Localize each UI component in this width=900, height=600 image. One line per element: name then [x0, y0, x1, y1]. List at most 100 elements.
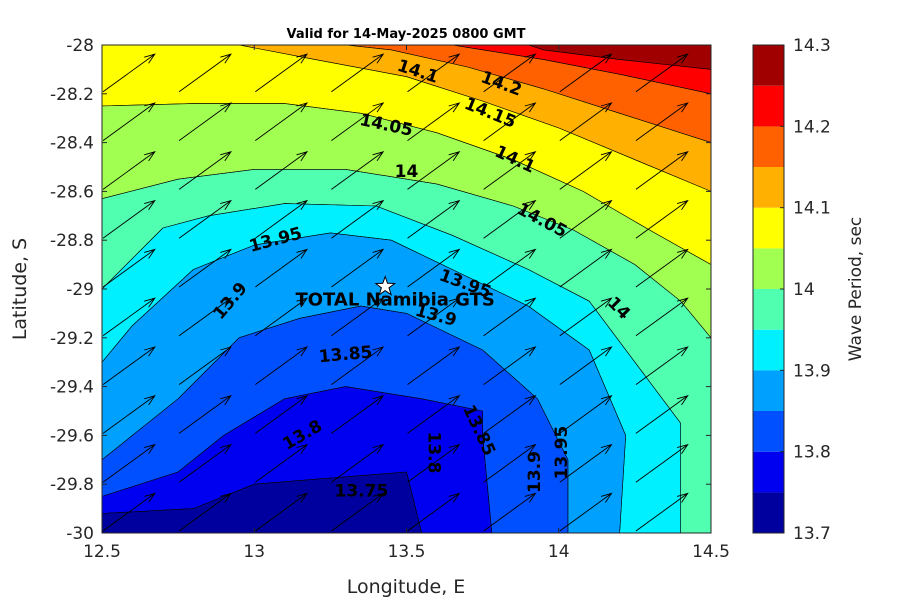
vector-arrow — [331, 492, 385, 532]
contour-label: 13.95 — [552, 426, 572, 480]
vector-arrow — [102, 395, 156, 434]
vector-arrow — [255, 395, 309, 434]
vector-arrow — [102, 151, 156, 190]
vector-arrow — [255, 492, 309, 532]
colorbar-swatch — [753, 370, 784, 411]
vector-arrow — [102, 443, 156, 483]
vector-arrow — [178, 199, 232, 239]
vector-arrow — [331, 346, 385, 385]
vector-arrow — [559, 151, 613, 190]
vector-arrow — [102, 248, 156, 288]
vector-arrow — [331, 443, 385, 483]
x-tick-label: 14 — [548, 542, 570, 562]
vector-arrow — [483, 199, 537, 239]
vector-arrow — [407, 346, 461, 385]
y-tick-label: -30 — [66, 524, 94, 544]
colorbar-tick-label: 14.1 — [793, 199, 831, 219]
colorbar: 13.7 13.8 13.9 14 14.1 14.2 14.3 — [752, 36, 831, 544]
colorbar-tick-label: 13.7 — [793, 524, 831, 544]
site-label: TOTAL Namibia GTS — [295, 290, 494, 311]
contour-label: 13.75 — [335, 482, 389, 502]
vector-arrow — [102, 102, 156, 141]
vector-arrow — [255, 346, 309, 385]
x-axis-label: Longitude, E — [347, 576, 466, 598]
vector-arrow — [255, 53, 309, 93]
vector-arrow — [255, 151, 309, 190]
vector-arrow — [178, 248, 232, 288]
vector-arrow — [407, 53, 461, 93]
vector-arrow — [102, 492, 156, 532]
vector-arrow — [407, 199, 461, 239]
vector-arrow — [331, 102, 385, 141]
vector-arrow — [178, 151, 232, 190]
vector-arrow — [559, 199, 613, 239]
site-star-marker — [374, 275, 397, 296]
vector-arrow — [559, 346, 613, 385]
vector-arrow — [483, 395, 537, 434]
y-tick-label: -29.8 — [50, 475, 94, 495]
colorbar-swatch — [753, 329, 784, 371]
colorbar-swatch — [753, 451, 784, 493]
vector-arrow — [559, 102, 613, 141]
colorbar-swatch — [753, 45, 784, 86]
vector-arrow — [407, 248, 461, 288]
colorbar-tick-label: 13.8 — [793, 443, 831, 463]
vector-arrow — [407, 151, 461, 190]
vector-arrow — [635, 53, 689, 93]
vector-arrow — [178, 443, 232, 483]
vector-arrow — [635, 199, 689, 239]
vector-arrow — [255, 199, 309, 239]
y-tick-label: -29.4 — [50, 378, 94, 398]
vector-arrow — [255, 248, 309, 288]
contour-band-13-7 — [102, 471, 422, 533]
vector-arrow — [178, 395, 232, 434]
vector-arrow — [635, 395, 689, 434]
vector-arrow — [331, 297, 385, 337]
vector-arrow — [483, 151, 537, 190]
vector-arrow — [559, 53, 613, 93]
vector-arrow — [635, 102, 689, 141]
x-tick-label: 12.5 — [83, 542, 121, 562]
vector-arrow — [102, 199, 156, 239]
colorbar-swatch — [753, 126, 784, 167]
vector-arrow — [407, 492, 461, 532]
colorbar-tick-label: 14.3 — [793, 36, 831, 56]
chart-title: Valid for 14-May-2025 0800 GMT — [287, 27, 526, 42]
colorbar-swatch — [753, 207, 784, 249]
y-tick-label: -28.4 — [50, 134, 94, 154]
axes: 12.5 13 13.5 14 14.5 -28 -28.2 -28.4 -28.6 -28.8 -… — [50, 36, 730, 562]
y-axis-label: Latitude, S — [9, 238, 31, 340]
y-tick-label: -28.6 — [50, 182, 94, 202]
vector-arrow — [483, 248, 537, 288]
vector-arrow — [635, 248, 689, 288]
vector-arrow — [255, 102, 309, 141]
contour-label: 13.9 — [525, 451, 545, 493]
colorbar-label: Wave Period, sec — [846, 217, 866, 362]
plot-area: 14.214.1514.114.114.0514.05141413.9513.9… — [102, 45, 711, 533]
vector-arrow — [483, 297, 537, 337]
x-tick-label: 13 — [243, 542, 265, 562]
colorbar-tick-label: 13.9 — [793, 361, 831, 381]
contour-label: 14 — [395, 162, 419, 182]
y-tick-label: -28.2 — [50, 85, 94, 105]
vector-arrow — [635, 151, 689, 190]
colorbar-tick-label: 14 — [793, 280, 815, 300]
vector-arrow — [407, 297, 461, 337]
vector-arrow — [178, 492, 232, 532]
contour-fill-group — [102, 45, 711, 533]
vector-arrow — [331, 248, 385, 288]
vector-arrow — [559, 492, 613, 532]
vector-arrow — [559, 443, 613, 483]
vector-arrow — [635, 297, 689, 337]
vector-arrow — [559, 395, 613, 434]
vector-arrow — [559, 248, 613, 288]
vector-arrow — [255, 443, 309, 483]
x-tick-label: 14.5 — [692, 542, 730, 562]
colorbar-swatch — [753, 167, 784, 208]
colorbar-tick-label: 14.2 — [793, 117, 831, 137]
vector-arrow — [331, 395, 385, 434]
wave-direction-vectors — [102, 53, 689, 532]
y-tick-label: -28 — [66, 36, 94, 56]
vector-arrow — [178, 346, 232, 385]
